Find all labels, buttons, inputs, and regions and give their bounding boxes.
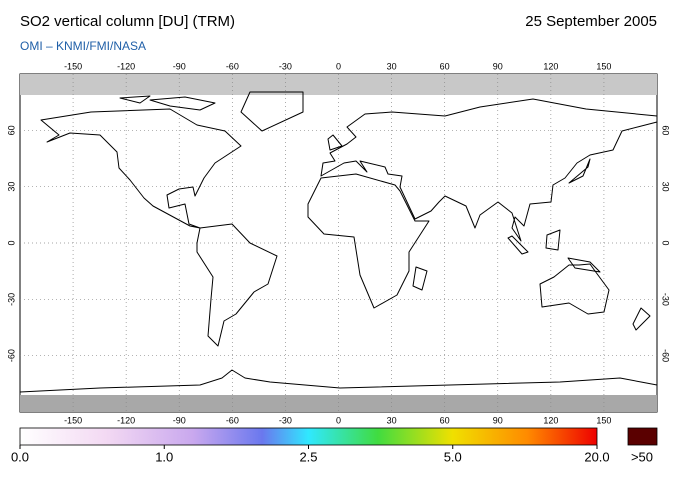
lat-label-right: -60 bbox=[661, 349, 671, 362]
lon-label-top: 60 bbox=[440, 61, 450, 71]
lon-label-bottom: 30 bbox=[387, 415, 397, 425]
lon-label-bottom: 0 bbox=[336, 415, 341, 425]
lat-label-right: 30 bbox=[661, 182, 671, 192]
lon-label-top: 120 bbox=[543, 61, 558, 71]
coastlines bbox=[19, 91, 658, 393]
lon-label-top: 150 bbox=[596, 61, 611, 71]
lon-label-top: 90 bbox=[493, 61, 503, 71]
lon-label-bottom: -90 bbox=[173, 415, 186, 425]
lon-label-bottom: 120 bbox=[543, 415, 558, 425]
lon-label-bottom: -60 bbox=[226, 415, 239, 425]
no-data-south bbox=[20, 395, 657, 412]
lon-label-bottom: 150 bbox=[596, 415, 611, 425]
subtitle: OMI – KNMI/FMI/NASA bbox=[20, 39, 146, 53]
lat-label-left: 30 bbox=[6, 182, 16, 192]
lon-label-bottom: 90 bbox=[493, 415, 503, 425]
date: 25 September 2005 bbox=[525, 13, 657, 30]
lon-label-top: -30 bbox=[279, 61, 292, 71]
lon-label-top: -120 bbox=[117, 61, 135, 71]
lat-label-right: 60 bbox=[661, 125, 671, 135]
lat-label-left: -60 bbox=[6, 349, 16, 362]
title: SO2 vertical column [DU] (TRM) bbox=[20, 13, 235, 30]
lon-label-top: 0 bbox=[336, 61, 341, 71]
lat-label-left: 60 bbox=[6, 125, 16, 135]
colorbar-label: 2.5 bbox=[299, 449, 317, 464]
lon-label-top: -150 bbox=[64, 61, 82, 71]
colorbar-label: 5.0 bbox=[444, 449, 462, 464]
lon-label-bottom: 60 bbox=[440, 415, 450, 425]
lon-label-top: -60 bbox=[226, 61, 239, 71]
lat-label-right: -30 bbox=[661, 293, 671, 306]
no-data-north bbox=[20, 74, 657, 95]
lat-label-left: 0 bbox=[6, 240, 16, 245]
colorbar: >50 0.0 1.0 2.5 5.0 20.0 bbox=[11, 427, 658, 464]
colorbar-label: 0.0 bbox=[11, 449, 29, 464]
colorbar-overflow bbox=[627, 427, 658, 446]
map bbox=[19, 73, 658, 413]
colorbar-label: 1.0 bbox=[155, 449, 173, 464]
lon-label-bottom: -150 bbox=[64, 415, 82, 425]
colorbar-label: 20.0 bbox=[584, 449, 609, 464]
lat-label-left: -30 bbox=[6, 293, 16, 306]
colorbar-scale bbox=[19, 427, 598, 446]
lat-label-right: 0 bbox=[661, 240, 671, 245]
overflow-label: >50 bbox=[631, 449, 653, 464]
lon-label-top: 30 bbox=[387, 61, 397, 71]
lon-label-bottom: -30 bbox=[279, 415, 292, 425]
lon-label-bottom: -120 bbox=[117, 415, 135, 425]
lon-label-top: -90 bbox=[173, 61, 186, 71]
